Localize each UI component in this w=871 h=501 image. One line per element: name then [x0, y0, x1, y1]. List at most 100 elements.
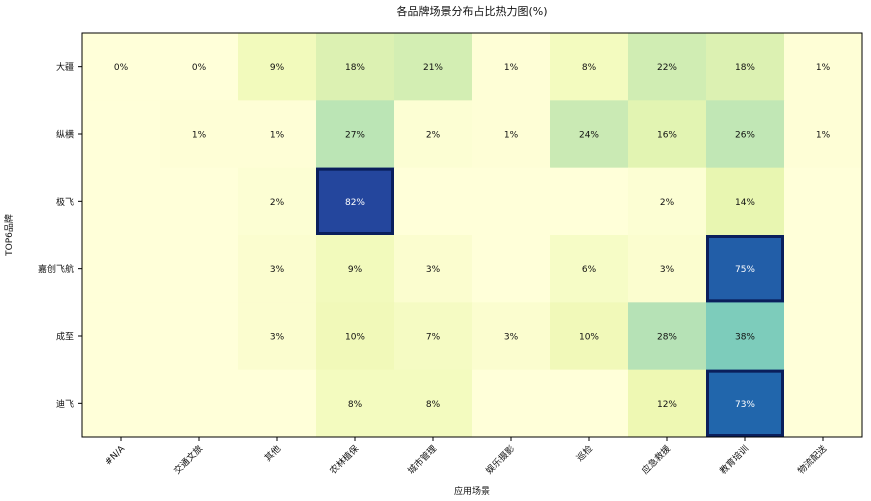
cell-value-label: 12% — [657, 400, 677, 410]
heatmap-cell — [550, 100, 629, 169]
cell-value-label: 8% — [426, 400, 441, 410]
x-tick-label: #N/A — [103, 443, 127, 467]
cell-value-label: 3% — [270, 265, 285, 275]
heatmap-cell — [160, 302, 239, 371]
plot-frame — [81, 32, 863, 438]
cell-value-label: 21% — [423, 63, 443, 73]
heatmap-cell — [82, 235, 161, 303]
cell-value-label: 2% — [660, 198, 675, 208]
heatmap-cell — [82, 369, 161, 438]
heatmap-cell — [784, 235, 863, 303]
cell-value-label: 9% — [270, 63, 285, 73]
heatmap-cell — [706, 33, 785, 101]
heatmap-cell — [394, 33, 473, 101]
heatmap-cell — [238, 235, 317, 303]
x-tick-label: 其他 — [262, 443, 283, 464]
heatmap-cell — [394, 167, 473, 236]
heatmap-cell — [784, 302, 863, 371]
heatmap-cell — [550, 167, 629, 236]
cell-value-label: 0% — [192, 63, 207, 73]
cell-value-label: 7% — [426, 333, 441, 343]
cell-value-label: 18% — [735, 63, 755, 73]
heatmap-cell — [238, 369, 317, 438]
heatmap-cell — [82, 100, 161, 169]
cell-value-label: 1% — [816, 63, 831, 73]
heatmap-cell — [238, 167, 317, 236]
cell-value-label: 2% — [270, 198, 285, 208]
heatmap-cell — [160, 369, 239, 438]
cell-value-label: 27% — [345, 131, 365, 141]
heatmap-cell — [394, 302, 473, 371]
heatmap-cell — [316, 33, 395, 101]
y-tick-label: 成至 — [56, 331, 74, 343]
heatmap-cell — [160, 235, 239, 303]
heatmap-cell — [472, 302, 551, 371]
cell-value-label: 22% — [657, 63, 677, 73]
cell-value-label: 1% — [504, 63, 519, 73]
heatmap-cell — [316, 100, 395, 169]
heatmap-cell — [628, 235, 707, 303]
heatmap-cell — [472, 235, 551, 303]
heatmap-cell — [82, 167, 161, 236]
cell-value-label: 26% — [735, 131, 755, 141]
heatmap-cell — [82, 302, 161, 371]
cell-value-label: 3% — [270, 333, 285, 343]
cell-value-label: 1% — [504, 131, 519, 141]
cell-value-label: 8% — [582, 63, 597, 73]
cell-value-label: 38% — [735, 333, 755, 343]
chart-title: 各品牌场景分布占比热力图(%) — [396, 4, 547, 18]
heatmap-cell — [550, 302, 629, 371]
highlight-border — [706, 369, 784, 437]
heatmap-cell — [706, 167, 785, 236]
heatmap-cell — [550, 369, 629, 438]
y-tick-label: 纵横 — [56, 129, 74, 141]
cell-value-label: 6% — [582, 265, 597, 275]
heatmap-cell — [82, 33, 161, 101]
heatmap-cell — [628, 302, 707, 371]
heatmap-cell — [160, 100, 239, 169]
cell-value-label: 3% — [660, 265, 675, 275]
cell-value-label: 18% — [345, 63, 365, 73]
heatmap-cell — [238, 100, 317, 169]
cell-value-label: 82% — [345, 198, 365, 208]
y-tick-label: 迪飞 — [56, 398, 74, 410]
heatmap-cell — [238, 302, 317, 371]
cell-value-label: 1% — [816, 131, 831, 141]
cell-value-label: 0% — [114, 63, 129, 73]
highlight-border — [316, 167, 394, 236]
heatmap-cell — [316, 235, 395, 303]
heatmap-cell — [628, 100, 707, 169]
y-tick-label: 嘉创飞航 — [38, 263, 74, 275]
heatmap-cell — [628, 33, 707, 101]
heatmap-cell — [784, 167, 863, 236]
heatmap-cell — [706, 302, 785, 371]
x-tick-label: 教育培训 — [717, 443, 751, 477]
heatmap-cell — [394, 235, 473, 303]
heatmap-cell — [316, 167, 395, 236]
cell-value-label: 1% — [192, 131, 207, 141]
highlight-border — [706, 235, 784, 303]
heatmap-cell — [394, 369, 473, 438]
y-tick-label: 大疆 — [56, 61, 74, 73]
cell-value-label: 73% — [735, 400, 755, 410]
cell-value-label: 9% — [348, 265, 363, 275]
cell-value-label: 2% — [426, 131, 441, 141]
cell-value-label: 14% — [735, 198, 755, 208]
cell-value-label: 3% — [426, 265, 441, 275]
heatmap-cell — [784, 369, 863, 438]
y-tick-label: 极飞 — [56, 196, 74, 208]
x-tick-label: 物流配送 — [795, 443, 829, 477]
cell-value-label: 75% — [735, 265, 755, 275]
cell-value-label: 24% — [579, 131, 599, 141]
heatmap-cell — [316, 302, 395, 371]
cell-value-label: 10% — [579, 333, 599, 343]
heatmap-cell — [472, 167, 551, 236]
heatmap-cell — [550, 33, 629, 101]
cell-value-label: 28% — [657, 333, 677, 343]
heatmap-cell — [316, 369, 395, 438]
heatmap-cell — [628, 369, 707, 438]
x-axis-label: 应用场景 — [454, 485, 490, 497]
y-axis-label: TOP6品牌 — [3, 214, 15, 257]
